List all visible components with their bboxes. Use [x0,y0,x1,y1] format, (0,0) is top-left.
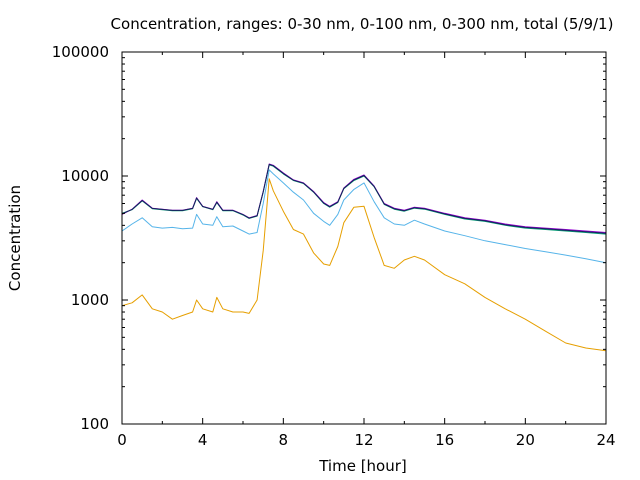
x-tick-label: 12 [354,431,373,449]
series-line-3 [121,163,607,234]
plot-frame [121,51,607,425]
y-tick-labels: 100 1000 10000 100000 [52,43,109,433]
y-tick-label: 100000 [52,43,109,61]
series-line-4 [121,169,607,264]
x-tick-label: 4 [198,431,208,449]
x-axis-label: Time [hour] [318,457,407,475]
x-tick-label: 0 [117,431,127,449]
series-line-5 [121,178,607,352]
x-tick-label: 8 [279,431,289,449]
ticks-group [121,51,607,425]
y-axis-label: Concentration [6,185,24,291]
x-tick-label: 16 [435,431,454,449]
x-tick-labels: 0 4 8 12 16 20 24 [117,431,615,449]
chart-title: Concentration, ranges: 0-30 nm, 0-100 nm… [111,15,614,33]
x-tick-label: 20 [516,431,535,449]
y-tick-label: 10000 [61,167,109,185]
y-tick-label: 100 [80,415,109,433]
x-tick-label: 24 [596,431,615,449]
series-group [121,163,607,352]
y-tick-label: 1000 [71,291,109,309]
